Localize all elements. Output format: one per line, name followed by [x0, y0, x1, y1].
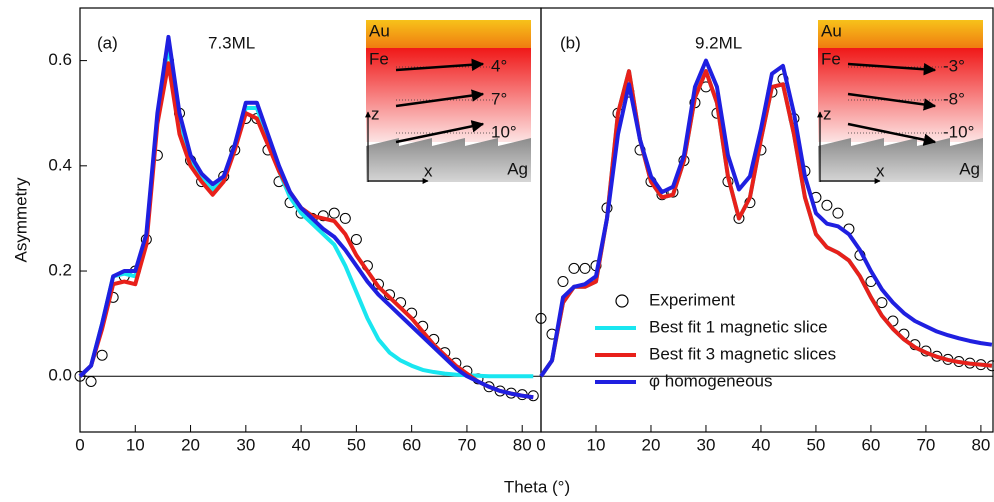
x-tick-label: 70 [457, 435, 476, 454]
x-tick-label: 10 [587, 435, 606, 454]
x-tick-label: 40 [751, 435, 770, 454]
x-tick-label: 60 [402, 435, 421, 454]
x-axis-label: Theta (°) [504, 477, 570, 496]
inset-angle: 10° [491, 122, 517, 141]
y-tick-label: 0.4 [48, 155, 72, 174]
inset-arrow [395, 89, 485, 108]
data-point [74, 370, 86, 382]
data-point [832, 207, 844, 219]
x-tick-label: 30 [236, 435, 255, 454]
inset: Au Fe Ag z x 4° 7° 10° [365, 20, 531, 184]
data-point [96, 349, 108, 361]
x-tick-label: 50 [347, 435, 366, 454]
annotation: 7.3ML [208, 33, 255, 52]
inset-label: Ag [959, 159, 980, 178]
legend-marker [615, 294, 629, 308]
data-point [579, 262, 591, 274]
inset-angle: 4° [491, 56, 507, 75]
data-point [350, 233, 362, 245]
legend-label: Best fit 3 magnetic slices [649, 344, 836, 363]
inset-arrow [847, 122, 937, 146]
data-point [328, 207, 340, 219]
y-tick-label: 0.0 [48, 366, 72, 385]
x-tick-label: 80 [971, 435, 990, 454]
inset-ag [818, 138, 983, 182]
inset-label: Ag [507, 159, 528, 178]
annotation: 9.2ML [695, 33, 742, 52]
inset-arrow [395, 120, 485, 144]
inset-label: z [823, 104, 832, 123]
legend-label: Best fit 1 magnetic slice [649, 317, 828, 336]
x-tick-label: 70 [916, 435, 935, 454]
inset-ag [366, 138, 531, 182]
x-tick-label: 20 [642, 435, 661, 454]
x-tick-label: 0 [75, 435, 84, 454]
data-point [339, 212, 351, 224]
x-tick-label: 60 [861, 435, 880, 454]
legend-label: Experiment [649, 290, 735, 309]
inset-angle: 7° [491, 89, 507, 108]
inset-fe [366, 48, 531, 142]
y-axis-label: Asymmetry [11, 177, 30, 263]
legend-label: φ homogeneous [649, 371, 773, 390]
y-tick-label: 0.2 [48, 261, 72, 280]
inset-label: z [371, 104, 380, 123]
inset-angle: -8° [943, 89, 965, 108]
x-tick-label: 10 [126, 435, 145, 454]
data-line [539, 58, 993, 378]
inset-label: Au [821, 21, 842, 40]
inset-fe [818, 48, 983, 142]
data-point [568, 262, 580, 274]
data-point [557, 276, 569, 288]
inset: Au Fe Ag z x -3° -8° -10° [817, 20, 983, 184]
y-tick-label: 0.6 [48, 50, 72, 69]
inset-au [818, 20, 983, 48]
inset-arrow [395, 58, 485, 72]
inset-angle: -3° [943, 56, 965, 75]
plot-frame [540, 7, 994, 433]
inset-label: Fe [369, 49, 389, 68]
inset-label: x [424, 161, 433, 180]
annotation: (a) [97, 33, 118, 52]
data-point [85, 375, 97, 387]
x-tick-label: 20 [181, 435, 200, 454]
inset-label: Fe [821, 49, 841, 68]
data-point [876, 297, 888, 309]
x-tick-label: 50 [806, 435, 825, 454]
inset-label: x [876, 161, 885, 180]
x-tick-label: 30 [697, 435, 716, 454]
x-tick-label: 0 [536, 435, 545, 454]
inset-angle: -10° [943, 122, 974, 141]
inset-arrow [847, 92, 937, 111]
data-line [539, 69, 993, 378]
annotation: (b) [560, 33, 581, 52]
x-tick-label: 40 [292, 435, 311, 454]
inset-au [366, 20, 531, 48]
data-line [78, 34, 534, 400]
data-point [821, 199, 833, 211]
x-tick-label: 80 [513, 435, 532, 454]
inset-arrow [847, 62, 937, 76]
data-point [535, 312, 547, 324]
inset-label: Au [369, 21, 390, 40]
